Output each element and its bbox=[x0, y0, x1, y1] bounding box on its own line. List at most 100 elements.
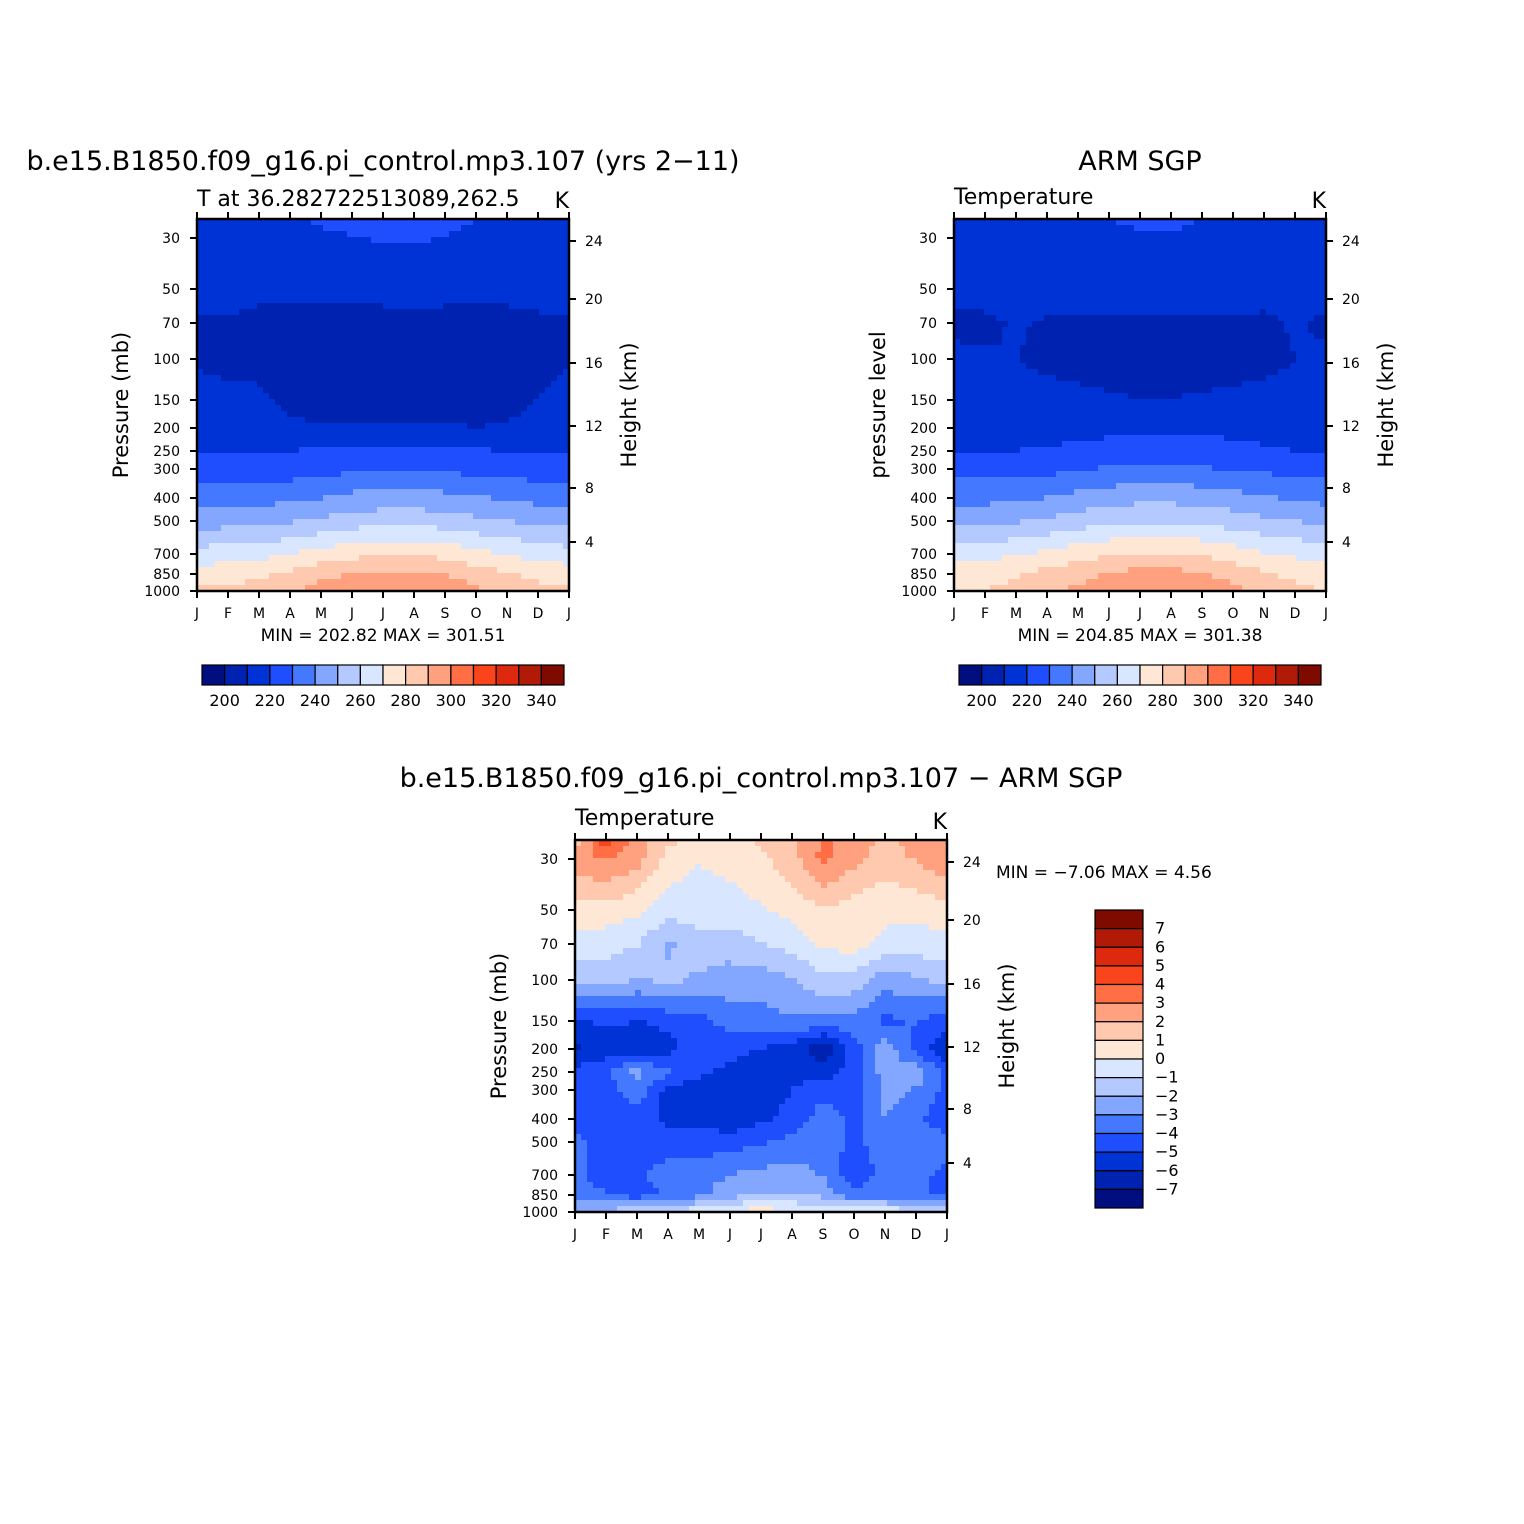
contour-cell bbox=[353, 309, 360, 316]
contour-cell bbox=[257, 453, 264, 460]
contour-cell bbox=[1086, 303, 1093, 310]
contour-cell bbox=[323, 375, 330, 382]
contour-cell bbox=[1236, 225, 1243, 232]
x-tick-label: O bbox=[470, 606, 481, 622]
contour-cell bbox=[239, 573, 246, 580]
contour-cell bbox=[455, 267, 462, 274]
contour-cell bbox=[371, 459, 378, 466]
contour-cell bbox=[972, 285, 979, 292]
contour-cell bbox=[431, 273, 438, 280]
contour-cell bbox=[455, 531, 462, 538]
contour-cell bbox=[293, 549, 300, 556]
contour-cell bbox=[317, 387, 324, 394]
contour-cell bbox=[419, 549, 426, 556]
contour-cell bbox=[479, 429, 486, 436]
contour-cell bbox=[978, 279, 985, 286]
contour-cell bbox=[509, 549, 516, 556]
contour-cell bbox=[407, 519, 414, 526]
contour-cell bbox=[533, 483, 540, 490]
contour-cell bbox=[419, 327, 426, 334]
contour-cell bbox=[1110, 285, 1117, 292]
contour-cell bbox=[437, 573, 444, 580]
contour-cell bbox=[365, 375, 372, 382]
contour-cell bbox=[203, 435, 210, 442]
contour-cell bbox=[437, 255, 444, 262]
contour-cell bbox=[383, 459, 390, 466]
contour-cell bbox=[485, 291, 492, 298]
contour-cell bbox=[263, 495, 270, 502]
contour-cell bbox=[209, 567, 216, 574]
contour-cell bbox=[509, 339, 516, 346]
contour-cell bbox=[413, 531, 420, 538]
contour-cell bbox=[359, 453, 366, 460]
contour-cell bbox=[527, 369, 534, 376]
contour-cell bbox=[197, 507, 204, 514]
contour-cell bbox=[1176, 249, 1183, 256]
contour-cell bbox=[1242, 237, 1249, 244]
contour-cell bbox=[1050, 255, 1057, 262]
contour-cell bbox=[245, 231, 252, 238]
contour-cell bbox=[227, 309, 234, 316]
contour-cell bbox=[1266, 285, 1273, 292]
contour-cell bbox=[1236, 279, 1243, 286]
contour-cell bbox=[473, 369, 480, 376]
contour-cell bbox=[275, 285, 282, 292]
contour-cell bbox=[509, 291, 516, 298]
contour-cell bbox=[353, 339, 360, 346]
contour-cell bbox=[347, 231, 354, 238]
obs-panel-title: ARM SGP bbox=[1078, 146, 1201, 177]
contour-cell bbox=[311, 543, 318, 550]
contour-cell bbox=[317, 507, 324, 514]
contour-cell bbox=[371, 447, 378, 454]
contour-cell bbox=[383, 225, 390, 232]
contour-cell bbox=[521, 369, 528, 376]
contour-cell bbox=[377, 465, 384, 472]
contour-cell bbox=[1098, 303, 1105, 310]
contour-cell bbox=[437, 357, 444, 364]
contour-cell bbox=[978, 237, 985, 244]
contour-cell bbox=[245, 225, 252, 232]
contour-cell bbox=[455, 399, 462, 406]
contour-cell bbox=[425, 357, 432, 364]
contour-cell bbox=[503, 249, 510, 256]
contour-cell bbox=[1128, 255, 1135, 262]
contour-cell bbox=[443, 507, 450, 514]
contour-cell bbox=[275, 417, 282, 424]
contour-cell bbox=[233, 495, 240, 502]
contour-cell bbox=[1182, 303, 1189, 310]
contour-cell bbox=[425, 531, 432, 538]
contour-cell bbox=[305, 495, 312, 502]
contour-cell bbox=[281, 543, 288, 550]
contour-cell bbox=[377, 579, 384, 586]
contour-cell bbox=[257, 243, 264, 250]
contour-cell bbox=[461, 483, 468, 490]
contour-cell bbox=[1056, 273, 1063, 280]
contour-cell bbox=[335, 447, 342, 454]
contour-cell bbox=[347, 255, 354, 262]
contour-cell bbox=[509, 237, 516, 244]
contour-cell bbox=[563, 537, 570, 544]
contour-cell bbox=[251, 225, 258, 232]
contour-cell bbox=[449, 579, 456, 586]
contour-cell bbox=[305, 333, 312, 340]
contour-cell bbox=[1206, 243, 1213, 250]
contour-cell bbox=[245, 453, 252, 460]
contour-cell bbox=[203, 273, 210, 280]
contour-cell bbox=[395, 225, 402, 232]
contour-cell bbox=[323, 531, 330, 538]
contour-cell bbox=[335, 471, 342, 478]
contour-cell bbox=[335, 501, 342, 508]
contour-cell bbox=[221, 465, 228, 472]
contour-cell bbox=[347, 243, 354, 250]
contour-cell bbox=[335, 339, 342, 346]
contour-cell bbox=[305, 321, 312, 328]
contour-cell bbox=[329, 315, 336, 322]
contour-cell bbox=[347, 567, 354, 574]
contour-cell bbox=[257, 285, 264, 292]
contour-cell bbox=[215, 531, 222, 538]
contour-cell bbox=[431, 495, 438, 502]
contour-cell bbox=[978, 249, 985, 256]
contour-cell bbox=[449, 363, 456, 370]
contour-cell bbox=[395, 333, 402, 340]
contour-cell bbox=[299, 249, 306, 256]
